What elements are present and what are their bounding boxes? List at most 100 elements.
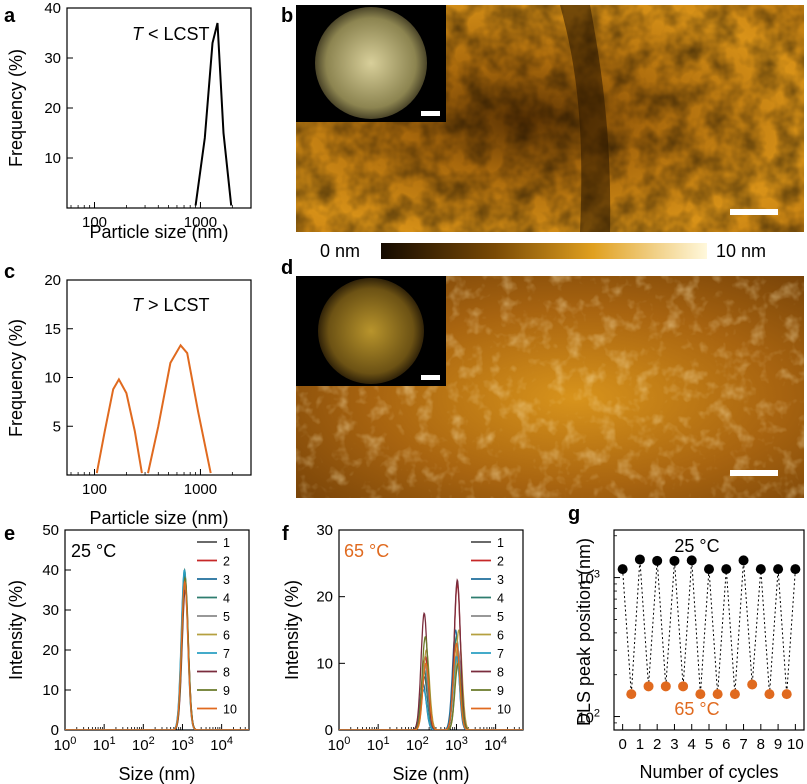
series-line-e-4 [65, 567, 249, 730]
legend-label-f: 1 [497, 536, 504, 550]
point-65C-g [712, 689, 723, 700]
point-25C-g [721, 564, 732, 575]
optical-inset-d [318, 278, 424, 384]
annotation-c: T > LCST [132, 295, 210, 315]
series-line-e-5 [65, 583, 249, 730]
legend-f: 1 2 3 4 5 6 7 8 9 10 [471, 536, 511, 717]
legend-label-f: 4 [497, 592, 504, 606]
ticks-g: 0 1 2 3 4 5 6 7 8 9 10 102 103 [577, 535, 804, 753]
legend-label-e: 7 [223, 647, 230, 661]
point-65C-g [626, 689, 637, 700]
panel-label-g: g [568, 503, 580, 525]
point-25C-g [669, 555, 680, 566]
panel-g: g 0 1 2 3 4 5 6 7 8 9 10 102 103 25 °C 65 °C Number … [568, 503, 805, 782]
ylabel-g: DLS peak position (nm) [574, 538, 594, 726]
ytick-label-e: 0 [51, 722, 59, 739]
optical-inset-b [315, 7, 427, 119]
ytick-label-c: 20 [44, 272, 61, 289]
ytick-label-a: 40 [44, 0, 61, 17]
ylabel-e: Intensity (%) [6, 580, 26, 680]
point-25C-g [755, 564, 766, 575]
point-65C-g [781, 689, 792, 700]
legend-e: 1 2 3 4 5 6 7 8 9 10 [197, 536, 237, 717]
point-65C-g [764, 689, 775, 700]
xlabel-g: Number of cycles [639, 762, 778, 782]
xtick-label-g: 9 [774, 736, 782, 753]
series-line-e-3 [65, 572, 249, 730]
ytick-label-g: 103 [577, 569, 600, 588]
ytick-label-e: 30 [42, 602, 59, 619]
panel-d: d [281, 257, 804, 498]
point-25C-g [652, 555, 663, 566]
point-25C-g [738, 555, 749, 566]
panel-label-f: f [282, 523, 289, 545]
inset-scale-bar-b [421, 111, 440, 116]
ylabel-c: Frequency (%) [6, 319, 26, 437]
panel-f: f 100 101 102 103 104 0 10 20 30 65 °C 1 2 3 4 5 6 7 8 9… [282, 522, 524, 784]
point-65C-g [695, 689, 706, 700]
point-25C-g [790, 564, 801, 575]
point-65C-g [729, 689, 740, 700]
legend-label-f: 10 [497, 703, 511, 717]
panel-b: b [281, 5, 804, 232]
xtick-label-g: 8 [757, 736, 765, 753]
legend-label-e: 3 [223, 573, 230, 587]
ytick-label-c: 15 [44, 321, 61, 338]
xtick-label-g: 4 [688, 736, 696, 753]
cycle-connector-g [622, 559, 796, 695]
annotation-f: 65 °C [344, 541, 389, 561]
afm-dark-fold-b [560, 5, 611, 232]
xtick-label-c: 1000 [184, 481, 217, 498]
legend-label-f: 6 [497, 629, 504, 643]
xtick-label-e: 102 [132, 735, 155, 754]
ytick-label-g: 102 [577, 708, 600, 727]
legend-label-e: 9 [223, 684, 230, 698]
xtick-label-f: 104 [484, 735, 507, 754]
legend-label-e: 10 [223, 703, 237, 717]
ytick-label-a: 20 [44, 100, 61, 117]
legend-label-f: 3 [497, 573, 504, 587]
series-line-f-10 [339, 642, 523, 730]
series-line-a [194, 22, 233, 206]
ytick-label-f: 20 [316, 589, 333, 606]
xlabel-f: Size (nm) [392, 764, 469, 784]
xtick-label-g: 6 [722, 736, 730, 753]
colorbar-gradient [381, 243, 707, 259]
xtick-label-g: 10 [787, 736, 804, 753]
colorbar-max-label: 10 nm [716, 241, 766, 261]
xtick-label-c: 100 [82, 481, 107, 498]
panel-label-e: e [4, 523, 15, 545]
ytick-label-f: 0 [325, 722, 333, 739]
xtick-label-g: 0 [618, 736, 626, 753]
colorbar: 0 nm 10 nm [320, 241, 766, 261]
legend-label-f: 9 [497, 684, 504, 698]
point-25C-g [704, 564, 714, 575]
point-25C-g [634, 554, 645, 565]
point-65C-g [678, 681, 689, 692]
legend-label-f: 5 [497, 610, 504, 624]
xtick-label-e: 101 [93, 735, 116, 754]
ytick-label-e: 20 [42, 642, 59, 659]
panel-label-d: d [281, 257, 293, 279]
ytick-label-f: 30 [316, 522, 333, 539]
point-25C-g [686, 555, 697, 566]
series-line-f-6 [339, 629, 523, 730]
point-65C-g [643, 681, 654, 692]
point-25C-g [617, 564, 628, 575]
legend-label-e: 6 [223, 629, 230, 643]
ylabel-f: Intensity (%) [282, 580, 302, 680]
scale-bar-d [730, 470, 778, 476]
ytick-label-a: 30 [44, 50, 61, 67]
annotation-g-bottom: 65 °C [674, 699, 719, 719]
series-line-e-7 [65, 569, 249, 730]
series-line-c-1 [95, 377, 143, 474]
panel-label-c: c [4, 261, 15, 283]
xtick-label-e: 103 [171, 735, 194, 754]
series-line-e-1 [65, 577, 249, 730]
series-line-f-7 [339, 655, 523, 730]
legend-label-f: 2 [497, 555, 504, 569]
point-65C-g [747, 679, 758, 690]
annotation-e: 25 °C [71, 541, 116, 561]
ytick-label-c: 10 [44, 370, 61, 387]
